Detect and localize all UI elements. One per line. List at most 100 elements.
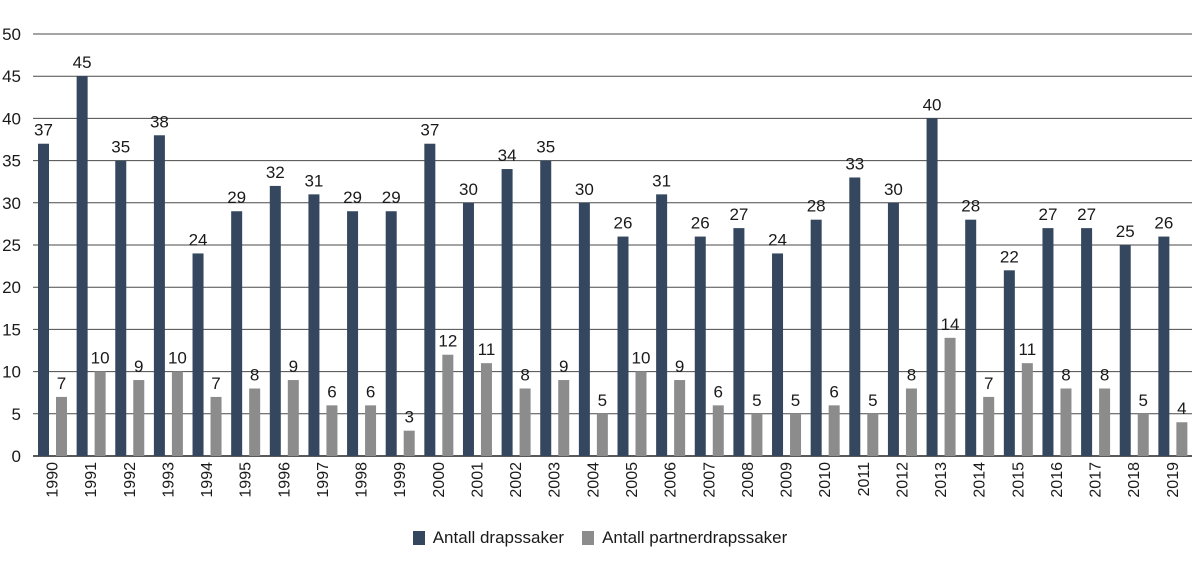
legend: Antall drapssaker Antall partnerdrapssak… [0,528,1200,548]
bar-drapssaker [772,253,784,456]
data-label-partnerdrapssaker: 12 [438,332,457,351]
bar-partnerdrapssaker [674,380,686,456]
data-label-drapssaker: 40 [923,95,942,114]
x-tick-label: 2018 [1126,462,1143,498]
bar-partnerdrapssaker [828,405,840,456]
bar-drapssaker [424,143,436,456]
x-tick-label: 1997 [315,462,332,498]
bar-drapssaker [1003,270,1015,456]
data-label-partnerdrapssaker: 10 [168,349,187,368]
x-axis: 1990 1991 1992 1993 1994 1995 1996 1997 1998 1999… [45,462,1182,498]
data-label-drapssaker: 27 [1039,205,1058,224]
grid-lines [33,33,1192,457]
x-tick-label: 2013 [933,462,950,498]
data-label-drapssaker: 22 [1000,247,1019,266]
data-label-drapssaker: 24 [189,230,208,249]
bar-drapssaker [192,253,204,456]
data-label-partnerdrapssaker: 4 [1177,399,1186,418]
bar-partnerdrapssaker [712,405,724,456]
x-tick-label: 1996 [276,462,293,498]
bar-partnerdrapssaker [1176,422,1188,456]
y-tick-label: 10 [2,363,21,382]
data-label-partnerdrapssaker: 8 [250,365,259,384]
data-label-drapssaker: 34 [498,146,517,165]
legend-swatch-series-2 [582,531,595,545]
bar-drapssaker [733,228,745,456]
data-label-drapssaker: 35 [111,138,130,157]
bar-partnerdrapssaker [1137,413,1149,456]
legend-label-series-1: Antall drapssaker [432,528,565,547]
data-label-partnerdrapssaker: 14 [941,315,960,334]
bar-drapssaker [115,160,127,456]
x-tick-label: 1992 [122,462,139,498]
data-label-drapssaker: 37 [34,121,53,140]
legend-item-series-2: Antall partnerdrapssaker [582,528,787,548]
data-label-partnerdrapssaker: 10 [91,349,110,368]
y-tick-label: 45 [2,67,21,86]
data-label-partnerdrapssaker: 6 [366,382,375,401]
bar-drapssaker [462,202,474,456]
bar-partnerdrapssaker [596,413,608,456]
bar-drapssaker [347,211,359,456]
data-label-partnerdrapssaker: 10 [632,349,651,368]
bar-partnerdrapssaker [1021,363,1033,456]
data-label-drapssaker: 29 [343,188,362,207]
bar-partnerdrapssaker [1060,388,1072,456]
data-label-drapssaker: 25 [1116,222,1135,241]
bar-partnerdrapssaker [133,380,145,456]
x-tick-label: 2012 [894,462,911,498]
data-label-drapssaker: 26 [691,214,710,233]
bar-drapssaker [153,135,165,456]
bars [38,76,1188,457]
data-label-drapssaker: 29 [382,188,401,207]
bar-drapssaker [887,202,899,456]
y-tick-label: 20 [2,278,21,297]
bar-partnerdrapssaker [867,413,879,456]
bar-drapssaker [231,211,243,456]
bar-partnerdrapssaker [403,430,415,456]
data-label-drapssaker: 28 [807,197,826,216]
bar-partnerdrapssaker [94,371,106,456]
bar-drapssaker [578,202,590,456]
data-label-drapssaker: 30 [575,180,594,199]
data-labels: 3774510359381024729832931629629337123011… [34,53,1187,426]
data-label-drapssaker: 45 [73,53,92,72]
data-label-partnerdrapssaker: 9 [559,357,568,376]
data-label-drapssaker: 27 [1077,205,1096,224]
bar-partnerdrapssaker [249,388,261,456]
y-tick-label: 35 [2,152,21,171]
data-label-drapssaker: 29 [227,188,246,207]
data-label-partnerdrapssaker: 11 [1019,340,1037,359]
data-label-partnerdrapssaker: 5 [1138,391,1147,410]
data-label-drapssaker: 33 [845,154,864,173]
bar-partnerdrapssaker [171,371,183,456]
data-label-partnerdrapssaker: 7 [984,374,993,393]
data-label-partnerdrapssaker: 8 [1100,365,1109,384]
bar-drapssaker [308,194,320,457]
bar-drapssaker [810,219,822,456]
x-tick-label: 2015 [1010,462,1027,498]
bar-drapssaker [656,194,668,457]
data-label-partnerdrapssaker: 5 [752,391,761,410]
bar-partnerdrapssaker [210,396,222,456]
x-tick-label: 2009 [779,462,796,498]
legend-label-series-2: Antall partnerdrapssaker [602,528,788,547]
bar-partnerdrapssaker [751,413,763,456]
data-label-partnerdrapssaker: 5 [868,391,877,410]
bar-partnerdrapssaker [983,396,995,456]
bar-drapssaker [849,177,861,457]
x-tick-label: 2017 [1088,462,1105,498]
y-tick-label: 50 [2,25,21,44]
bar-drapssaker [385,211,397,456]
data-label-drapssaker: 35 [536,138,555,157]
y-tick-label: 0 [12,447,21,466]
x-tick-label: 2019 [1165,462,1182,498]
bar-drapssaker [269,185,281,457]
bar-partnerdrapssaker [558,380,570,456]
x-tick-label: 1999 [392,462,409,498]
bar-drapssaker [76,76,88,456]
data-label-partnerdrapssaker: 5 [791,391,800,410]
data-label-partnerdrapssaker: 11 [478,340,496,359]
x-tick-label: 1993 [160,462,177,498]
bar-partnerdrapssaker [365,405,377,456]
